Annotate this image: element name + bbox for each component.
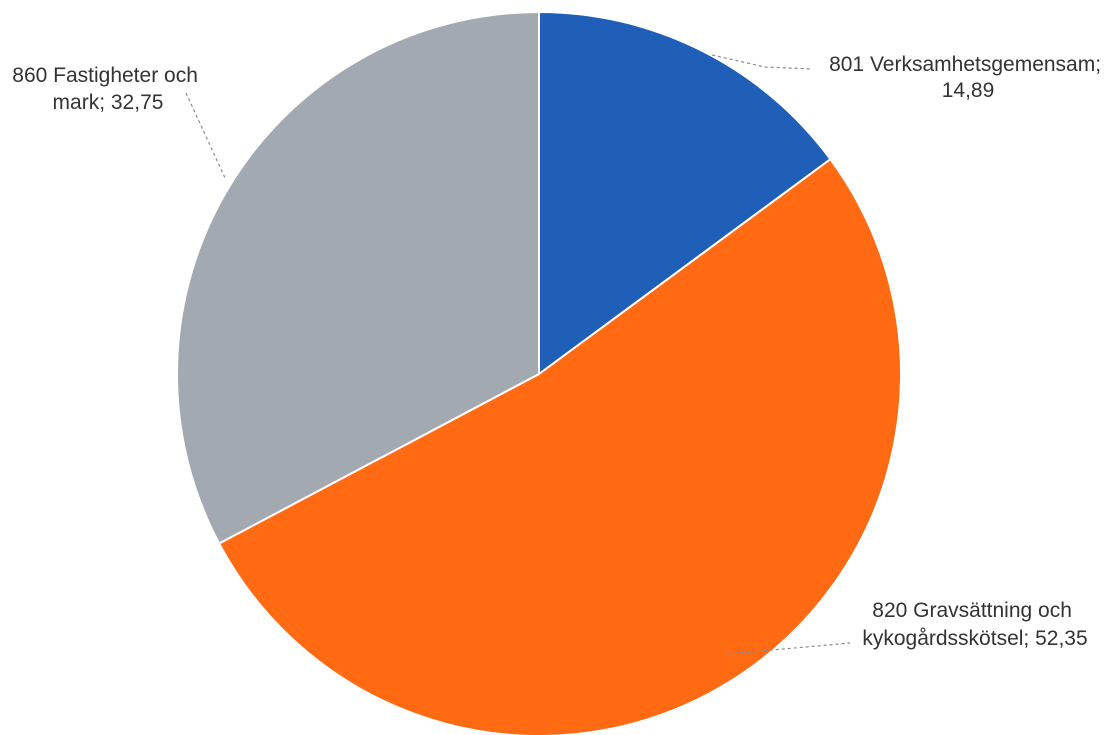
data-label-860-line-2: mark; 32,75 — [53, 91, 164, 114]
leader-lines — [185, 54, 851, 655]
pie-slice-801 — [538, 10, 832, 376]
data-label-820-line-1: 820 Gravsättning och — [872, 599, 1072, 622]
data-label-860: 860 Fastigheter och mark; 32,75 — [12, 64, 203, 114]
data-label-820: 820 Gravsättning och kykogårdsskötsel; 5… — [862, 599, 1087, 650]
data-labels: 801 Verksamhetsgemensam; 14,89 820 Gravs… — [12, 53, 1107, 650]
data-label-801-line-1: 801 Verksamhetsgemensam; — [829, 53, 1101, 76]
leader-line-860 — [185, 92, 226, 179]
pie-slices — [176, 10, 902, 735]
data-label-801: 801 Verksamhetsgemensam; 14,89 — [829, 53, 1107, 102]
leader-line-801 — [711, 54, 813, 70]
data-label-860-line-1: 860 Fastigheter och — [12, 64, 198, 87]
data-label-801-line-2: 14,89 — [942, 79, 995, 102]
data-label-820-line-2: kykogårdsskötsel; 52,35 — [862, 627, 1087, 650]
pie-slice-860 — [176, 10, 540, 545]
leader-line-820 — [727, 642, 851, 655]
pie-slice-820 — [217, 157, 902, 735]
